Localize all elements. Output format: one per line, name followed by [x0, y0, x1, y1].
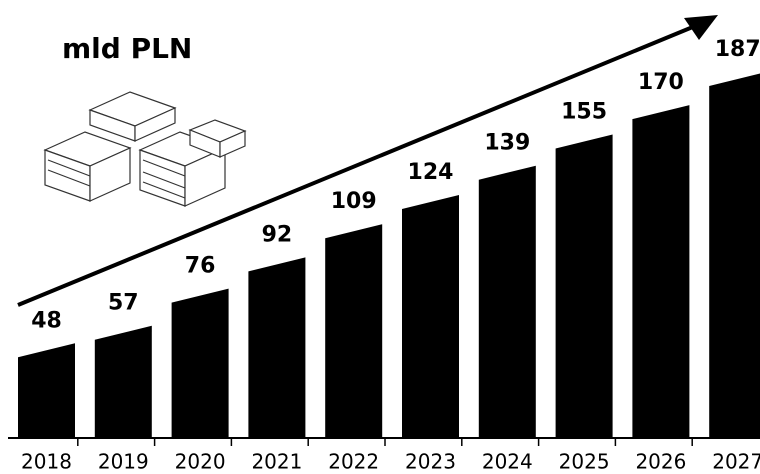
x-tick-label: 2021 [251, 450, 302, 474]
money-icon [43, 91, 247, 207]
value-label: 170 [638, 70, 684, 95]
x-tick-label: 2023 [405, 450, 456, 474]
x-tick-label: 2018 [21, 450, 72, 474]
value-label: 76 [185, 254, 216, 279]
value-label: 57 [108, 291, 139, 316]
bar [94, 325, 152, 437]
value-label: 92 [262, 222, 293, 247]
value-label: 124 [408, 160, 454, 185]
x-tick-label: 2022 [328, 450, 379, 474]
bar [709, 73, 760, 437]
bar [478, 165, 536, 438]
bar [325, 224, 383, 437]
value-label: 109 [331, 189, 377, 214]
bar [248, 257, 306, 437]
value-label: 155 [561, 99, 607, 124]
value-label: 48 [31, 308, 62, 333]
bar [555, 134, 613, 437]
bar [632, 105, 690, 437]
trend-arrow [17, 22, 701, 307]
bar [171, 288, 229, 437]
x-tick-label: 2027 [712, 450, 760, 474]
x-tick-label: 2026 [635, 450, 686, 474]
x-tick-label: 2024 [482, 450, 533, 474]
value-label: 139 [484, 131, 530, 156]
x-tick-label: 2019 [98, 450, 149, 474]
x-tick-label: 2020 [175, 450, 226, 474]
bar [402, 194, 459, 437]
bar [18, 343, 75, 437]
chart-title: mld PLN [62, 32, 192, 65]
value-label: 187 [715, 37, 760, 62]
arrow-head [684, 15, 718, 40]
x-tick-label: 2025 [559, 450, 610, 474]
